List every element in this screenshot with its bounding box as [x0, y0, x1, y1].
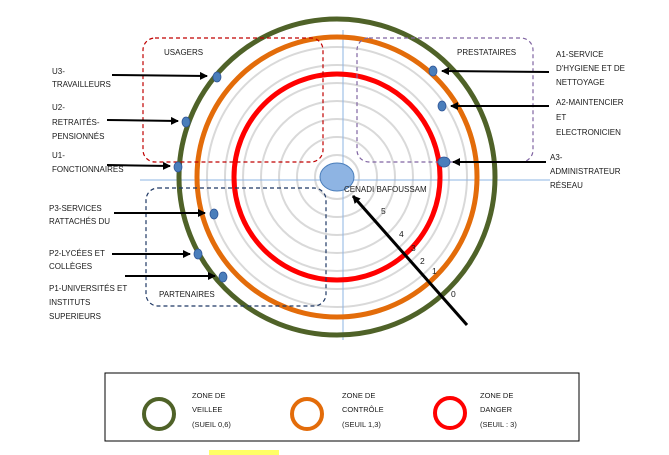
controle-legend-text: ZONE DE CONTRÔLE (SEUIL 1,3) — [342, 391, 386, 429]
u1-arrow — [106, 161, 171, 170]
veille-zone-ring — [176, 16, 498, 338]
a2-marker — [437, 100, 447, 112]
partenaires-label: PARTENAIRES — [159, 290, 215, 299]
scale-numbers: 5 4 3 2 1 0 — [381, 206, 456, 299]
u2-arrow — [106, 116, 179, 125]
scale-number: 1 — [432, 266, 437, 276]
grid-circle — [260, 100, 414, 254]
p3-marker — [209, 208, 219, 220]
u3-marker — [212, 71, 222, 83]
center-label: CENADI BAFOUSSAM — [344, 185, 427, 194]
a1-arrow — [441, 67, 550, 76]
controle-zone-ring — [194, 34, 480, 320]
highlight-strip — [209, 450, 279, 455]
a1-label: A1-SERVICE D'HYGIENE ET DE NETTOYAGE — [556, 50, 627, 87]
grid-circle — [278, 118, 396, 236]
danger-zone-ring — [231, 71, 443, 283]
u2-label: U2- RETRAITÉS- PENSIONNÉS — [52, 103, 104, 141]
scale-arrow — [351, 195, 469, 326]
u3-label: U3- TRAVAILLEURS — [52, 67, 111, 89]
p1-marker — [218, 271, 228, 283]
a1-marker — [428, 65, 438, 77]
grid-circles — [206, 46, 468, 308]
u1-marker — [173, 161, 183, 173]
danger-legend-text: ZONE DE DANGER (SEUIL : 3) — [480, 391, 517, 429]
p2-marker — [193, 248, 203, 260]
scale-number: 3 — [411, 243, 416, 253]
danger-legend-ring — [433, 396, 467, 430]
legend: ZONE DE VEILLEE (SUEIL 0,6) ZONE DE CONT… — [104, 372, 580, 442]
grid-circle — [224, 64, 450, 290]
grid-circle — [296, 136, 378, 218]
usagers-group-box — [142, 37, 324, 163]
center-node — [319, 162, 355, 192]
left-labels: U3- TRAVAILLEURS U2- RETRAITÉS- PENSIONN… — [49, 67, 129, 321]
veille-legend-ring — [142, 397, 176, 431]
a2-label: A2-MAINTENCIER ET ELECTRONICIEN — [556, 98, 626, 137]
u3-arrow — [111, 71, 208, 80]
usagers-label: USAGERS — [164, 48, 203, 57]
grid-circle — [314, 154, 360, 200]
actor-arrows — [106, 67, 550, 326]
p2-label: P2-LYCÉES ET COLLÈGES — [49, 249, 107, 271]
scale-number: 4 — [399, 229, 404, 239]
scale-number: 2 — [420, 256, 425, 266]
p1-label: P1-UNIVERSITÉS ET INSTITUTS SUPERIEURS — [49, 284, 129, 321]
prestataires-label: PRESTATAIRES — [457, 48, 516, 57]
a3-label: A3- ADMINISTRATEUR RÉSEAU — [550, 153, 623, 190]
p3-label: P3-SERVICES RATTACHÉS DU — [49, 204, 110, 226]
actor-markers — [173, 65, 451, 283]
u2-marker — [181, 116, 191, 128]
controle-legend-ring — [290, 397, 324, 431]
partenaires-group-box — [145, 187, 327, 307]
scale-number: 5 — [381, 206, 386, 216]
veille-legend-text: ZONE DE VEILLEE (SUEIL 0,6) — [192, 391, 231, 429]
scale-number: 0 — [451, 289, 456, 299]
right-labels: A1-SERVICE D'HYGIENE ET DE NETTOYAGE A2-… — [550, 50, 627, 190]
a3-marker — [437, 156, 451, 168]
grid-circle — [206, 46, 468, 308]
legend-box — [104, 372, 580, 442]
grid-circle — [242, 82, 432, 272]
u1-label: U1- FONCTIONNAIRES — [52, 151, 124, 174]
